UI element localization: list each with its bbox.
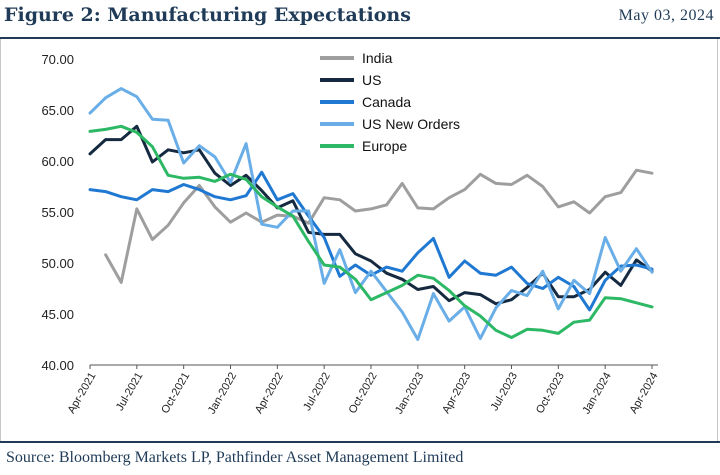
x-tick-label: Apr-2021 [66, 371, 99, 416]
y-tick-label: 70.00 [41, 52, 74, 67]
y-tick-label: 60.00 [41, 154, 74, 169]
legend-label: Canada [362, 94, 411, 110]
x-tick-label: Oct-2021 [159, 371, 192, 416]
chart-header: Figure 2: Manufacturing Expectations May… [0, 0, 720, 37]
series-line-europe [88, 124, 654, 339]
y-tick-label: 45.00 [41, 307, 74, 322]
x-tick-label: Jul-2023 [489, 371, 520, 414]
chart-frame [0, 39, 718, 441]
legend-label: US New Orders [362, 116, 460, 132]
x-tick-label: Apr-2022 [253, 371, 286, 416]
source-note: Source: Bloomberg Markets LP, Pathfinder… [6, 449, 464, 466]
legend-label: India [362, 50, 393, 66]
y-tick-label: 55.00 [41, 205, 74, 220]
x-tick-label: Oct-2022 [347, 371, 380, 416]
x-tick-label: Jan-2024 [580, 371, 613, 417]
header-rule [0, 37, 720, 39]
x-tick-label: Jan-2023 [393, 371, 426, 417]
series-line-us [88, 124, 654, 306]
x-tick-label: Jul-2022 [301, 371, 332, 414]
x-tick-label: Apr-2024 [628, 371, 661, 416]
series-line-canada [88, 170, 654, 312]
x-tick-label: Jan-2022 [206, 371, 239, 417]
legend-label: Europe [362, 138, 407, 154]
x-tick-label: Apr-2023 [440, 370, 473, 415]
line-chart: 70.0065.0060.0055.0050.0045.0040.00Apr-2… [41, 50, 661, 417]
x-tick-label: Jul-2021 [114, 371, 145, 414]
x-tick-label: Oct-2023 [534, 371, 567, 416]
y-tick-label: 50.00 [41, 256, 74, 271]
figure-title: Figure 2: Manufacturing Expectations [4, 4, 411, 26]
legend-label: US [362, 72, 381, 88]
footer-rule [0, 441, 720, 443]
publish-date: May 03, 2024 [618, 7, 714, 24]
series-line-us-new-orders [88, 87, 654, 341]
y-tick-label: 40.00 [41, 358, 74, 373]
y-tick-label: 65.00 [41, 103, 74, 118]
